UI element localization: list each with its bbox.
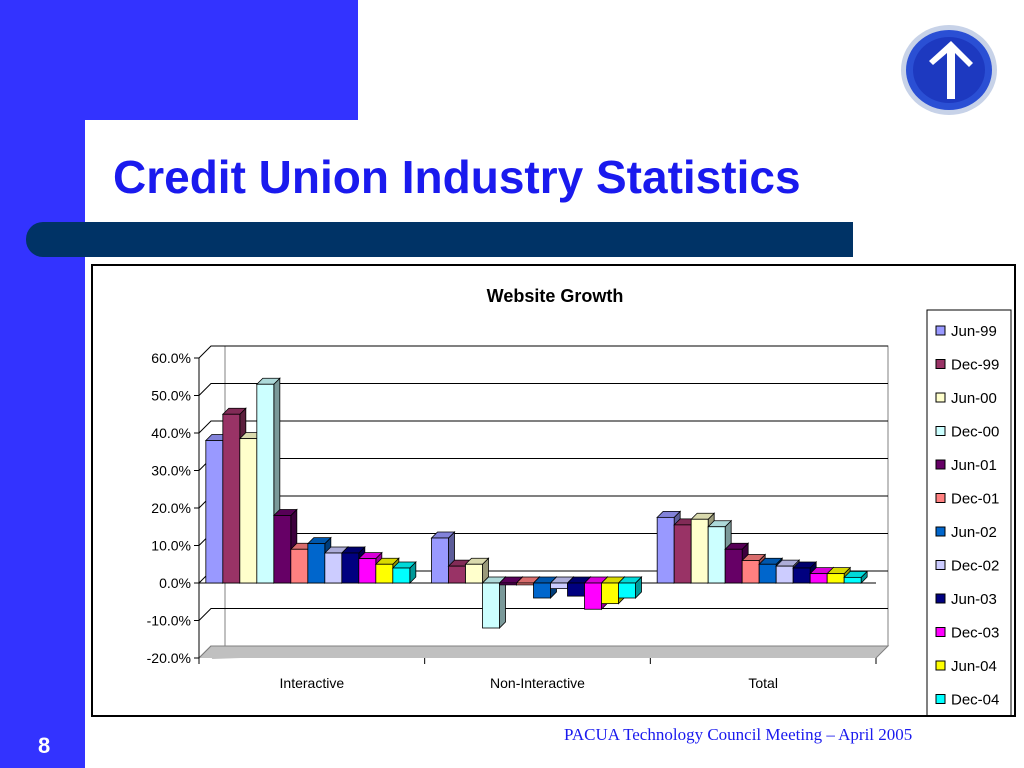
y-tick-label: 30.0% (151, 463, 191, 479)
y-tick-label: 0.0% (159, 575, 191, 591)
gridline (198, 345, 888, 359)
legend-entry: Dec-04 (935, 692, 999, 709)
slide-number: 8 (38, 733, 51, 758)
bar (843, 570, 869, 584)
svg-text:Dec-04: Dec-04 (951, 692, 999, 709)
chart-title: Website Growth (487, 286, 624, 306)
title-underline-bar (26, 222, 853, 257)
legend-entry: Jun-00 (935, 390, 997, 407)
svg-text:Jun-02: Jun-02 (951, 524, 997, 541)
svg-text:Dec-99: Dec-99 (951, 357, 999, 374)
plot-floor (198, 645, 890, 659)
legend-entry: Dec-99 (935, 357, 999, 374)
svg-text:Jun-03: Jun-03 (951, 591, 997, 608)
gridline (198, 383, 888, 396)
legend-entry: Jun-03 (935, 591, 997, 608)
y-tick-label: -20.0% (147, 650, 191, 666)
legend-entry: Jun-04 (935, 658, 997, 675)
y-tick-label: -10.0% (147, 613, 191, 629)
left-accent-band (0, 0, 85, 768)
plot-back-wall (211, 345, 889, 659)
slide-title: Credit Union Industry Statistics (113, 151, 801, 203)
svg-text:Dec-00: Dec-00 (951, 424, 999, 441)
top-accent-block (0, 0, 358, 120)
svg-text:Jun-01: Jun-01 (951, 457, 997, 474)
bar (792, 561, 818, 584)
svg-text:Dec-03: Dec-03 (951, 625, 999, 642)
legend-entry: Jun-02 (935, 524, 997, 541)
x-tick-label: Interactive (280, 675, 345, 691)
bar (391, 561, 417, 584)
bar (464, 557, 490, 584)
svg-text:Jun-00: Jun-00 (951, 390, 997, 407)
y-tick-label: 40.0% (151, 425, 191, 441)
x-tick-label: Total (748, 675, 778, 691)
y-tick-label: 50.0% (151, 388, 191, 404)
svg-text:Jun-04: Jun-04 (951, 658, 997, 675)
legend-entry: Dec-01 (935, 491, 999, 508)
bar (481, 576, 507, 629)
legend-entry: Dec-03 (935, 625, 999, 642)
svg-text:Jun-99: Jun-99 (951, 323, 997, 340)
arrow-up-logo-icon (901, 25, 997, 115)
website-growth-chart: Website Growth 60.0% 50.0% 40.0% 30.0% 20.0% 1… (147, 286, 1012, 715)
legend-entry: Jun-99 (935, 323, 997, 340)
legend-entry: Dec-00 (935, 424, 999, 441)
svg-text:Dec-01: Dec-01 (951, 491, 999, 508)
y-tick-label: 60.0% (151, 350, 191, 366)
bar (374, 557, 400, 584)
x-tick-label: Non-Interactive (490, 675, 585, 691)
svg-text:Dec-02: Dec-02 (951, 558, 999, 575)
bar (617, 576, 643, 599)
legend-box (926, 309, 1012, 715)
footer-text: PACUA Technology Council Meeting – April… (564, 725, 913, 744)
gridline (198, 608, 888, 621)
chart-frame: Website Growth 60.0% 50.0% 40.0% 30.0% 20.0% 1… (91, 264, 1016, 717)
y-tick-label: 20.0% (151, 500, 191, 516)
y-tick-label: 10.0% (151, 538, 191, 554)
legend-entry: Dec-02 (935, 558, 999, 575)
legend-entry: Jun-01 (935, 457, 997, 474)
gridline (198, 420, 888, 434)
